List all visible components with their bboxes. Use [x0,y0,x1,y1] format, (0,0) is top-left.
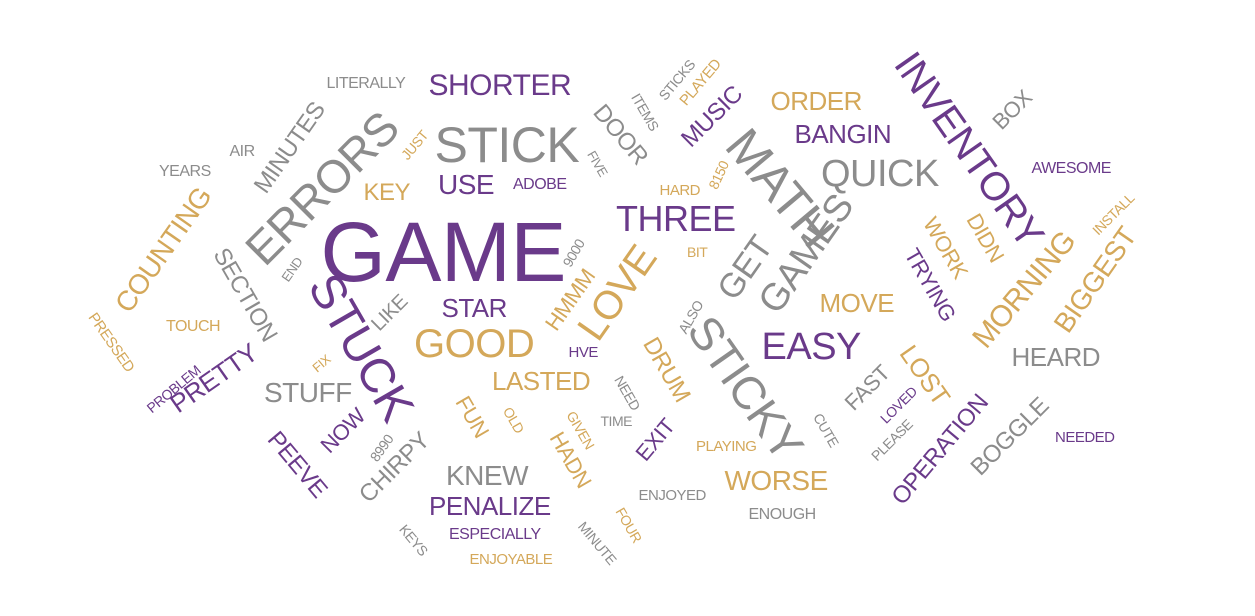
cloud-word-bangin: BANGIN [794,119,892,149]
cloud-word-quick: QUICK [821,153,939,195]
cloud-word-good: GOOD [414,322,535,366]
cloud-word-years: YEARS [159,163,211,180]
cloud-word-key: KEY [363,179,411,206]
cloud-word-star: STAR [441,293,508,323]
cloud-word-loved: LOVED [876,383,920,427]
cloud-word-time: TIME [600,413,633,429]
cloud-word-game: GAME [320,205,567,299]
cloud-word-heard: HEARD [1011,342,1101,372]
cloud-word-stick: STICK [434,117,580,173]
cloud-word-please: PLEASE [867,416,916,464]
cloud-word-bit: BIT [687,244,708,260]
cloud-word-old: OLD [499,404,527,436]
cloud-word-playing: PLAYING [696,437,757,455]
cloud-word-three: THREE [616,198,736,239]
cloud-word-five: FIVE [583,147,611,179]
cloud-word-8150: 8150 [704,158,732,192]
cloud-word-easy: EASY [761,326,862,368]
cloud-word-hard: HARD [659,181,701,199]
cloud-word-order: ORDER [770,86,863,116]
cloud-word-keys: KEYS [395,521,431,559]
cloud-word-awesome: AWESOME [1031,160,1112,177]
cloud-word-cute: CUTE [810,410,843,450]
cloud-word-fun: FUN [450,391,495,442]
cloud-word-especially: ESPECIALLY [449,526,541,543]
cloud-word-enjoyable: ENJOYABLE [469,550,553,568]
cloud-word-items: ITEMS [628,90,663,134]
cloud-word-four: FOUR [612,504,646,546]
cloud-word-enough: ENOUGH [748,506,817,523]
cloud-word-needed: NEEDED [1055,428,1115,446]
cloud-word-hve: HVE [568,343,599,361]
cloud-word-worse: WORSE [724,465,829,496]
cloud-word-shorter: SHORTER [428,69,572,102]
cloud-word-exit: EXIT [629,413,680,466]
cloud-word-move: MOVE [819,288,895,318]
cloud-word-stuff: STUFF [264,377,352,408]
cloud-word-penalize: PENALIZE [429,491,551,521]
cloud-word-knew: KNEW [446,460,529,491]
cloud-word-pressed: PRESSED [84,309,138,375]
cloud-word-counting: COUNTING [108,181,218,319]
cloud-word-box: BOX [986,84,1037,135]
cloud-word-enjoyed: ENJOYED [638,486,707,504]
cloud-word-literally: LITERALLY [326,75,406,92]
cloud-word-minute: MINUTE [574,518,620,568]
cloud-word-air: AIR [229,143,256,160]
cloud-word-adobe: ADOBE [513,176,567,193]
cloud-word-lasted: LASTED [492,366,591,396]
cloud-word-now: NOW [315,403,371,458]
cloud-word-fix: FIX [308,351,333,375]
cloud-word-need: NEED [610,373,644,413]
cloud-word-touch: TOUCH [166,318,221,335]
cloud-word-use: USE [438,169,495,200]
